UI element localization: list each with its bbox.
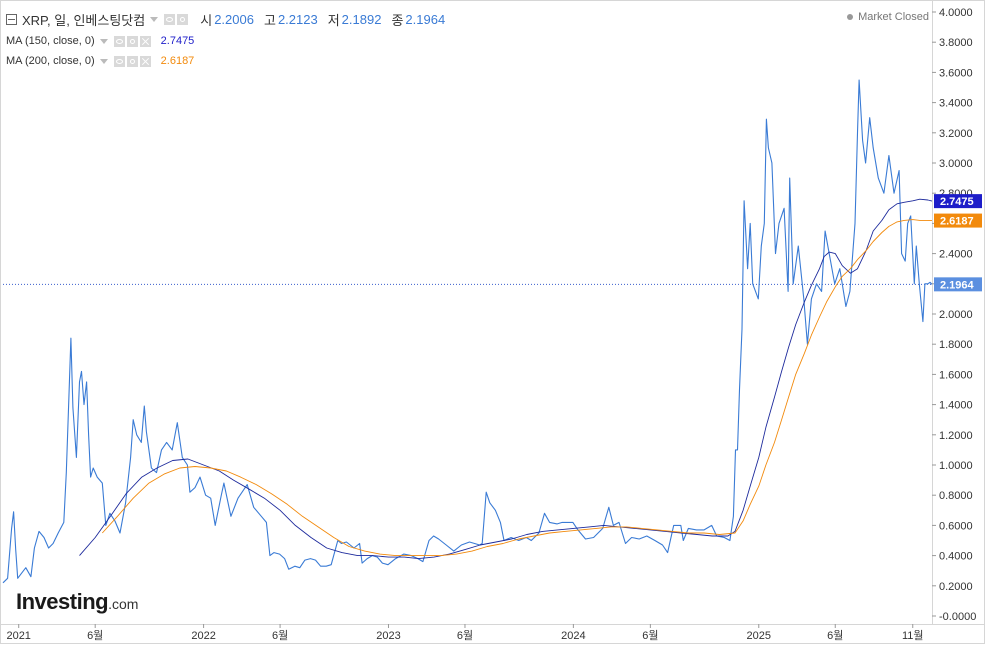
y-tick-label: 3.2000: [939, 128, 973, 140]
gear-icon[interactable]: [126, 35, 138, 47]
series-line-ma150: [79, 198, 933, 560]
caret-down-icon[interactable]: [99, 38, 108, 44]
series-line-xrp: [2, 79, 933, 584]
y-tick-label: 1.6000: [939, 369, 973, 381]
price-tag-bg: [934, 213, 982, 228]
y-tick-label: 3.8000: [939, 37, 973, 49]
y-tick-label: 1.8000: [939, 339, 973, 351]
price-tag-label: 2.7475: [940, 196, 974, 208]
legend-main: XRP, 일, 인베스팅닷컴 시 2.2006 고 2.2123 저 2.189…: [6, 10, 445, 29]
brand-logo: Investing.com: [16, 589, 138, 615]
price-tag-bg: [934, 194, 982, 209]
y-tick-label: -0.0000: [939, 611, 976, 623]
collapse-icon[interactable]: [6, 14, 17, 25]
y-tick-label: 4.0000: [939, 7, 973, 19]
price-tag-label: 2.6187: [940, 216, 974, 228]
x-tick-label: 6월: [642, 629, 658, 642]
ma200-label: MA (200, close, 0): [6, 55, 95, 67]
x-tick-label: 6월: [272, 629, 288, 642]
brand-suffix: .com: [108, 596, 139, 612]
low-value: 2.1892: [341, 12, 382, 27]
low-label: 저: [327, 13, 340, 28]
high-label: 고: [263, 13, 276, 28]
legend-title: XRP, 일, 인베스팅닷컴: [22, 13, 146, 28]
x-tick-label: 6월: [87, 629, 103, 642]
eye-icon[interactable]: [113, 55, 125, 67]
y-tick-label: 2.0000: [939, 309, 973, 321]
legend-ma200: MA (200, close, 0) 2.6187: [6, 55, 194, 67]
y-tick-label: 1.0000: [939, 460, 973, 472]
legend-ma150: MA (150, close, 0) 2.7475: [6, 35, 194, 47]
x-tick-label: 2024: [561, 630, 585, 642]
gear-icon[interactable]: [177, 14, 189, 25]
y-tick-label: 3.0000: [939, 158, 973, 170]
y-tick-label: 0.4000: [939, 551, 973, 563]
status-dot-icon: [847, 14, 854, 20]
close-label: 종: [391, 13, 404, 28]
x-tick-label: 11월: [902, 629, 924, 642]
x-tick-label: 2022: [191, 630, 215, 642]
x-tick-label: 6월: [827, 629, 843, 642]
y-tick-label: 0.6000: [939, 520, 973, 532]
x-tick-label: 2023: [376, 630, 400, 642]
eye-icon[interactable]: [164, 14, 176, 25]
price-tag-bg: [934, 277, 982, 292]
y-tick-label: 0.8000: [939, 490, 973, 502]
y-tick-label: 0.2000: [939, 581, 973, 593]
y-tick-label: 1.2000: [939, 430, 973, 442]
y-tick-label: 2.4000: [939, 249, 973, 261]
market-status-label: Market Closed: [858, 11, 929, 23]
price-tags-layer: 2.7475 2.6187 2.1964: [934, 194, 982, 292]
ma150-label: MA (150, close, 0): [6, 35, 95, 47]
series-layer: [2, 79, 933, 584]
eye-icon[interactable]: [113, 35, 125, 47]
close-icon[interactable]: [139, 35, 151, 47]
x-tick-label: 6월: [457, 629, 473, 642]
caret-down-icon[interactable]: [150, 17, 159, 22]
close-value: 2.1964: [405, 12, 446, 27]
price-tag-label: 2.1964: [940, 279, 975, 291]
brand-name: Investing: [16, 589, 109, 614]
open-label: 시: [200, 13, 213, 28]
x-tick-label: 2025: [747, 630, 771, 642]
y-tick-label: 1.4000: [939, 400, 973, 412]
open-value: 2.2006: [214, 12, 254, 27]
ma200-value: 2.6187: [160, 55, 195, 67]
y-tick-label: 3.6000: [939, 67, 973, 79]
market-status: Market Closed: [847, 11, 929, 23]
high-value: 2.2123: [277, 12, 318, 27]
close-icon[interactable]: [139, 55, 151, 67]
caret-down-icon[interactable]: [99, 58, 108, 64]
x-tick-label: 2021: [6, 630, 30, 642]
ma150-value: 2.7475: [160, 35, 195, 47]
series-line-ma200: [101, 219, 933, 557]
y-tick-label: 3.4000: [939, 98, 973, 110]
gear-icon[interactable]: [126, 55, 138, 67]
